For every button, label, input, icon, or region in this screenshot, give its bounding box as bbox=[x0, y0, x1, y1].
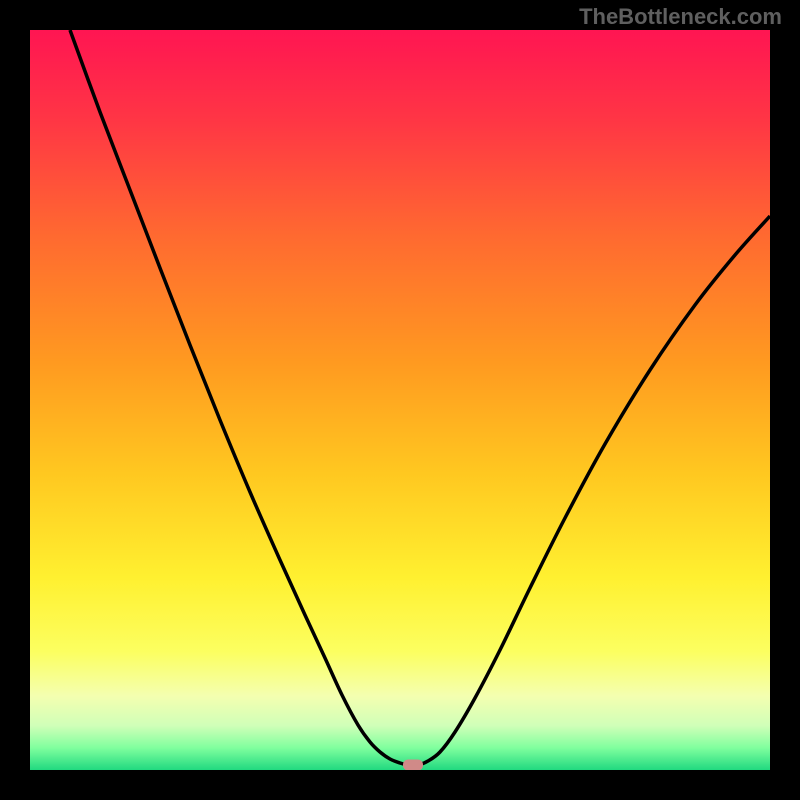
plot-area bbox=[30, 30, 770, 770]
optimum-marker bbox=[403, 760, 423, 771]
chart-container: TheBottleneck.com bbox=[0, 0, 800, 800]
heatmap-gradient-background bbox=[30, 30, 770, 770]
attribution-watermark: TheBottleneck.com bbox=[579, 4, 782, 30]
